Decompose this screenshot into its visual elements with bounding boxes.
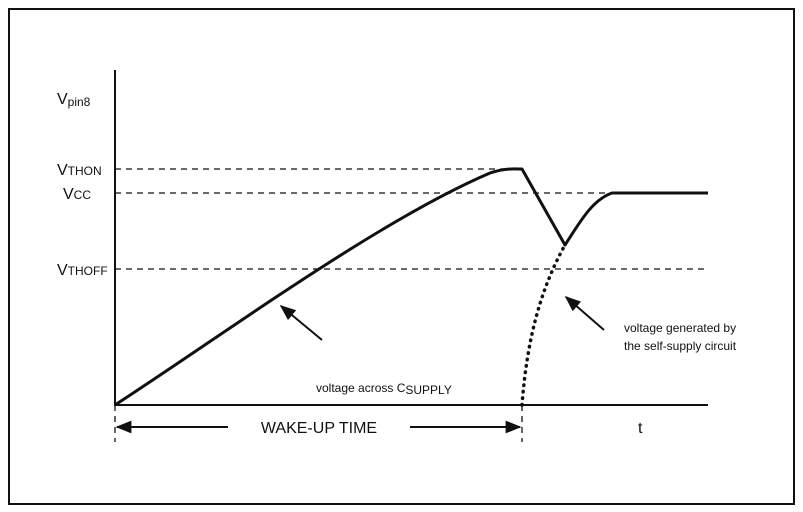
self-supply-line: the self-supply circuit [624, 339, 737, 353]
label-main: V [57, 91, 68, 108]
label-sub: THOFF [68, 264, 108, 278]
supply-arrow [279, 304, 323, 341]
self-supply-curve [520, 243, 567, 407]
supply-annotation: voltage across CSUPPLY [316, 381, 452, 397]
label-main: V [63, 186, 74, 203]
wake-up-label: WAKE-UP TIME [261, 420, 377, 437]
self-supply-line: voltage generated by [624, 321, 736, 335]
label-sub: pin8 [68, 95, 91, 109]
self-supply-arrow [564, 295, 605, 331]
annotation-main: voltage across C [316, 381, 406, 395]
label-sub: CC [74, 188, 92, 202]
label-sub: THON [68, 164, 102, 178]
frame [8, 8, 795, 505]
label-bg [228, 415, 410, 439]
vpin8-label: Vpin8 [57, 91, 91, 109]
x-axis-label: t [638, 420, 643, 437]
vcc-label: VCC [63, 186, 91, 203]
vthoff-label: VTHOFF [57, 262, 108, 279]
label-main: V [57, 262, 68, 279]
label-main: V [57, 162, 68, 179]
vpin8-curve [114, 167, 708, 407]
annotation-sub: SUPPLY [405, 383, 451, 397]
vthon-label: VTHON [57, 162, 102, 179]
